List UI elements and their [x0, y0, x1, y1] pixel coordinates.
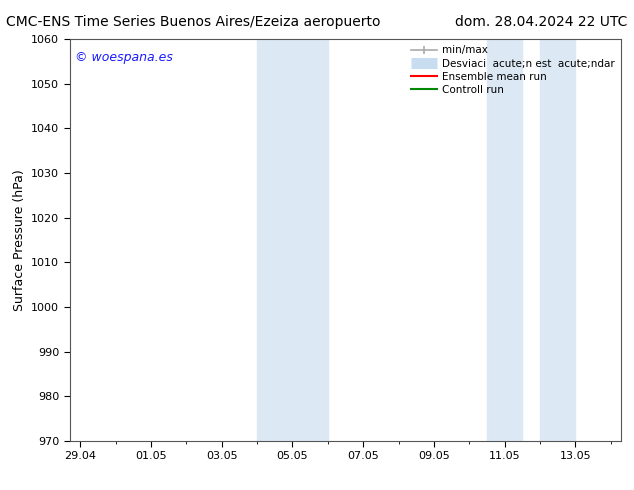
- Text: dom. 28.04.2024 22 UTC: dom. 28.04.2024 22 UTC: [455, 15, 628, 29]
- Y-axis label: Surface Pressure (hPa): Surface Pressure (hPa): [13, 169, 25, 311]
- Bar: [487, 39, 522, 441]
- Text: © woespana.es: © woespana.es: [75, 51, 173, 64]
- Text: CMC-ENS Time Series Buenos Aires/Ezeiza aeropuerto: CMC-ENS Time Series Buenos Aires/Ezeiza …: [6, 15, 381, 29]
- Bar: [540, 39, 575, 441]
- Bar: [257, 39, 328, 441]
- Legend: min/max, Desviaci  acute;n est  acute;ndar, Ensemble mean run, Controll run: min/max, Desviaci acute;n est acute;ndar…: [407, 41, 619, 99]
